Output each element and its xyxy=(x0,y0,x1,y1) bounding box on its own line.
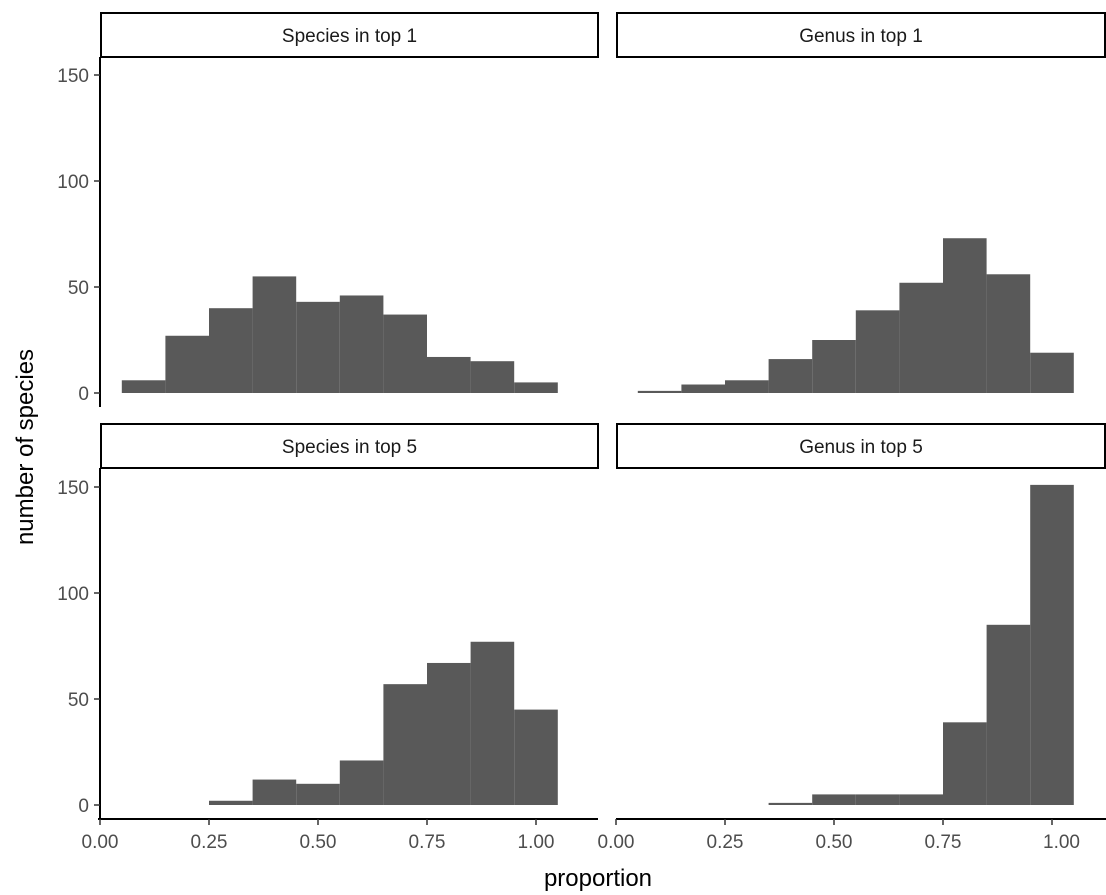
x-tick-label: 1.00 xyxy=(518,832,555,853)
y-tick-label: 0 xyxy=(78,796,89,817)
histogram-bar xyxy=(725,380,769,393)
x-tick-label: 0.25 xyxy=(191,832,228,853)
histogram-bar xyxy=(165,335,209,393)
panel-title: Genus in top 5 xyxy=(799,437,923,458)
histogram-bar xyxy=(470,361,515,393)
panel-4: Genus in top 5 0.00 0.25 0.50 0.75 1.00 xyxy=(598,423,1106,853)
histogram-bar xyxy=(470,641,515,805)
y-axis-title: number of species xyxy=(12,349,39,545)
x-tick-label: 0.75 xyxy=(925,832,962,853)
histogram-bar xyxy=(812,340,856,393)
histogram-bar xyxy=(252,779,297,805)
histogram-bar xyxy=(121,380,166,393)
panel-title: Genus in top 1 xyxy=(799,26,923,47)
x-tick-label: 1.00 xyxy=(1043,832,1080,853)
histogram-bar xyxy=(1030,484,1074,805)
histogram-bar xyxy=(637,390,682,393)
histogram-bar xyxy=(855,794,900,805)
histogram-bar xyxy=(681,384,725,393)
panel-strip-box xyxy=(616,12,1106,58)
panel-1: Species in top 1 0 50 100 150 xyxy=(57,12,599,407)
histogram-bar xyxy=(296,783,340,805)
histogram-bar xyxy=(209,308,253,393)
histogram-bar xyxy=(383,684,427,805)
x-tick-label: 0.50 xyxy=(816,832,853,853)
histogram-bar xyxy=(768,359,813,393)
panel-strip-box xyxy=(616,423,1106,469)
histogram-bar xyxy=(855,310,900,393)
histogram-bar xyxy=(296,301,340,393)
y-tick-label: 100 xyxy=(57,172,89,193)
panel-2: Genus in top 1 xyxy=(616,12,1106,393)
histogram-bar xyxy=(339,295,384,393)
histogram-bar xyxy=(383,314,427,393)
histogram-bar xyxy=(943,722,987,805)
histogram-bar xyxy=(252,276,297,393)
histogram-bar xyxy=(899,794,943,805)
histogram-bar xyxy=(986,274,1031,393)
y-tick-label: 150 xyxy=(57,66,89,87)
x-tick-label: 0.50 xyxy=(300,832,337,853)
y-tick-label: 100 xyxy=(57,584,89,605)
panels-layer: Species in top 1 0 50 100 150 Genus in top 1 S… xyxy=(57,12,1106,853)
panel-title: Species in top 1 xyxy=(282,26,417,47)
y-tick-label: 50 xyxy=(68,278,89,299)
histogram-bar xyxy=(768,802,813,805)
x-tick-label: 0.00 xyxy=(598,832,635,853)
histogram-bar xyxy=(986,624,1031,805)
histogram-bar xyxy=(339,760,384,805)
y-tick-label: 150 xyxy=(57,478,89,499)
x-axis-title: proportion xyxy=(544,865,652,892)
histogram-bar xyxy=(812,794,856,805)
panel-strip-box xyxy=(100,423,599,469)
panel-strip-box xyxy=(100,12,599,58)
x-tick-label: 0.00 xyxy=(82,832,119,853)
x-tick-label: 0.25 xyxy=(707,832,744,853)
histogram-bar xyxy=(899,282,943,393)
histogram-bar xyxy=(514,382,558,393)
panel-title: Species in top 5 xyxy=(282,437,417,458)
y-tick-label: 50 xyxy=(68,690,89,711)
histogram-bar xyxy=(427,662,471,805)
histogram-bar xyxy=(427,356,471,393)
histogram-bar xyxy=(943,238,987,393)
panel-3: Species in top 5 0 50 100 150 0.00 0.25 0.50 0.7… xyxy=(57,423,599,853)
y-tick-label: 0 xyxy=(78,384,89,405)
histogram-bar xyxy=(514,709,558,805)
x-tick-label: 0.75 xyxy=(409,832,446,853)
histogram-bar xyxy=(209,800,253,805)
histogram-bar xyxy=(1030,352,1074,393)
